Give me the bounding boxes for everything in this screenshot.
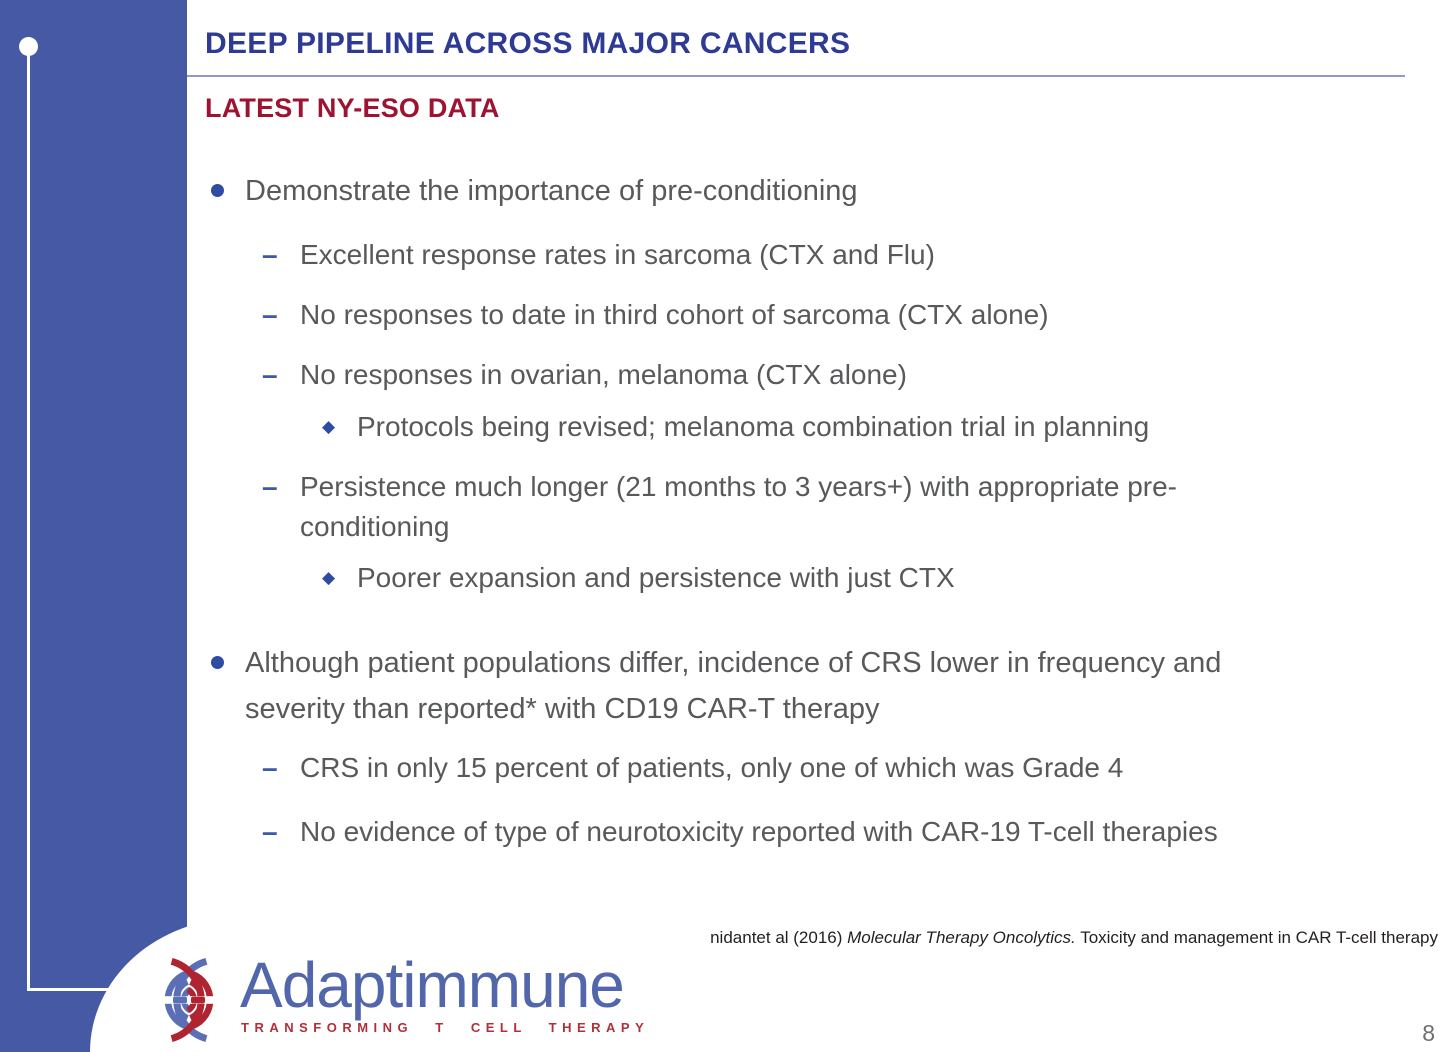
- dash-marker: –: [262, 299, 278, 330]
- list-item-text: Excellent response rates in sarcoma (CTX…: [300, 239, 935, 270]
- list-item-text: No evidence of type of neurotoxicity rep…: [300, 816, 1218, 847]
- list-item-text: Persistence much longer (21 months to 3 …: [300, 471, 1177, 542]
- diamond-marker: ◆: [322, 568, 336, 587]
- slide-subtitle: LATEST NY-ESO DATA: [205, 93, 500, 123]
- diamond-marker: ◆: [322, 417, 336, 436]
- list-item-text: Protocols being revised; melanoma combin…: [357, 411, 1150, 442]
- list-item: – No responses in ovarian, melanoma (CTX…: [205, 355, 1410, 395]
- slide-title: DEEP PIPELINE ACROSS MAJOR CANCERS: [205, 27, 851, 60]
- dash-marker: –: [262, 239, 278, 270]
- page-number: 8: [1422, 1020, 1435, 1046]
- list-item: ◆ Protocols being revised; melanoma comb…: [205, 407, 1410, 447]
- list-item-text: Although patient populations differ, inc…: [245, 647, 1222, 725]
- footnote-journal: Molecular Therapy Oncolytics.: [847, 928, 1076, 947]
- dash-marker: –: [262, 816, 278, 847]
- list-item: – No evidence of type of neurotoxicity r…: [205, 812, 1410, 852]
- sidebar-accent-bar: [0, 0, 187, 1052]
- dash-marker: –: [262, 359, 278, 390]
- list-item: – CRS in only 15 percent of patients, on…: [205, 748, 1410, 788]
- list-item-text: No responses in ovarian, melanoma (CTX a…: [300, 359, 907, 390]
- bullet-dot-marker: [211, 184, 224, 197]
- footnote-suffix: Toxicity and management in CAR T-cell th…: [1075, 928, 1438, 947]
- logo-tagline: TRANSFORMING T CELL THERAPY: [241, 1020, 650, 1035]
- adaptimmune-waves-icon: [134, 958, 244, 1042]
- accent-vertical-line: [27, 48, 30, 991]
- accent-horizontal-line: [27, 988, 113, 991]
- list-item: Although patient populations differ, inc…: [205, 640, 1410, 732]
- dash-marker: –: [262, 752, 278, 783]
- list-item-text: No responses to date in third cohort of …: [300, 299, 1049, 330]
- dash-marker: –: [262, 471, 278, 502]
- footnote-prefix: *Bonidantet al (2016): [682, 928, 848, 947]
- list-item-text: Demonstrate the importance of pre-condit…: [245, 175, 858, 207]
- list-item-text: Poorer expansion and persistence with ju…: [357, 562, 955, 593]
- accent-circle: [19, 37, 38, 56]
- list-item-text: CRS in only 15 percent of patients, only…: [300, 752, 1124, 783]
- title-divider: [187, 75, 1405, 77]
- list-item: Demonstrate the importance of pre-condit…: [205, 168, 1410, 214]
- list-item: – Persistence much longer (21 months to …: [205, 467, 1410, 547]
- list-item: – Excellent response rates in sarcoma (C…: [205, 235, 1410, 275]
- bullet-dot-marker: [211, 656, 224, 669]
- footnote: *Bonidantet al (2016) Molecular Therapy …: [683, 928, 1438, 948]
- logo-wordmark: Adaptimmune: [240, 949, 625, 1021]
- list-item: ◆ Poorer expansion and persistence with …: [205, 558, 1410, 598]
- bullet-list: Demonstrate the importance of pre-condit…: [205, 168, 1410, 852]
- list-item: – No responses to date in third cohort o…: [205, 295, 1410, 335]
